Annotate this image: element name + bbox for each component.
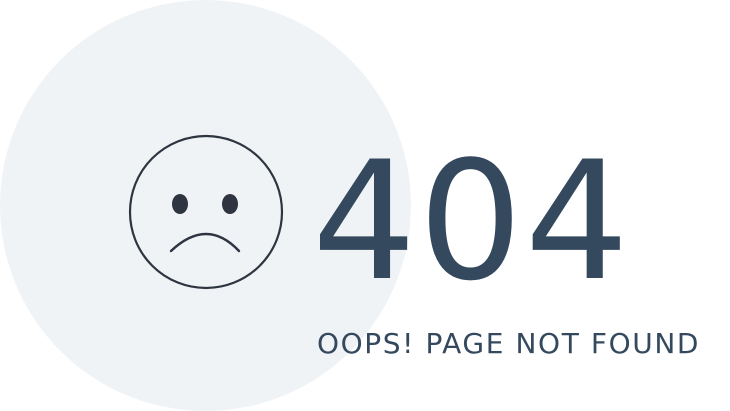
left-eye [172, 194, 188, 214]
right-eye [222, 194, 238, 214]
error-code: 404 [312, 126, 632, 317]
frown-mouth [169, 232, 241, 253]
error-message: OOPS! PAGE NOT FOUND [317, 327, 701, 360]
sad-face-icon [128, 134, 284, 290]
face-outline [128, 134, 284, 290]
background-circle [0, 0, 411, 411]
